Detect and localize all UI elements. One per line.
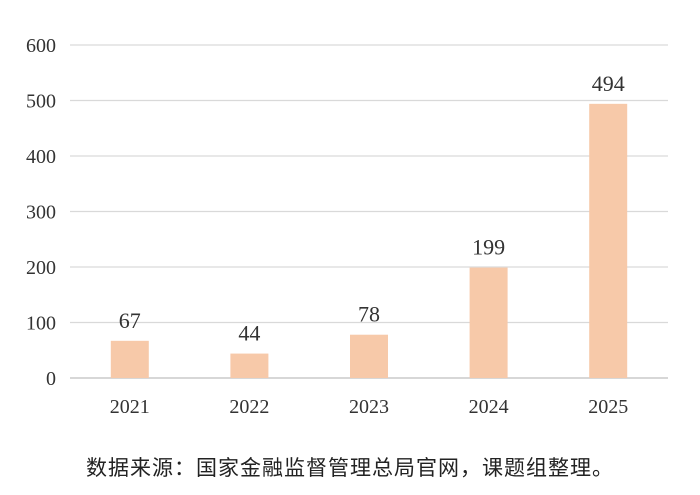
- gridlines: [70, 44, 668, 379]
- data-label-2022: 44: [238, 321, 260, 346]
- x-tick-label-2021: 2021: [110, 396, 150, 418]
- y-tick-label-600: 600: [26, 35, 56, 57]
- data-label-2024: 199: [472, 235, 505, 260]
- x-axis-ticks: 2021 2022 2023 2024 2025: [110, 396, 628, 418]
- bar-2021: [110, 340, 149, 378]
- source-note: 数据来源：国家金融监督管理总局官网，课题组整理。: [86, 456, 614, 480]
- bar-2025: [589, 103, 628, 378]
- bar-2024: [469, 267, 508, 378]
- x-tick-label-2025: 2025: [588, 396, 628, 418]
- y-tick-label-400: 400: [26, 146, 56, 168]
- y-tick-label-300: 300: [26, 202, 56, 224]
- data-labels: 67 44 78 199 494: [119, 71, 625, 346]
- x-tick-label-2022: 2022: [229, 396, 269, 418]
- data-label-2025: 494: [592, 71, 625, 96]
- y-tick-label-200: 200: [26, 257, 56, 279]
- y-tick-label-500: 500: [26, 91, 56, 113]
- y-axis-ticks: 0 100 200 300 400 500 600: [26, 35, 56, 390]
- bar-2022: [230, 353, 269, 378]
- data-label-2021: 67: [119, 308, 141, 333]
- bar-2023: [350, 334, 388, 378]
- x-tick-label-2023: 2023: [349, 396, 389, 418]
- x-tick-label-2024: 2024: [469, 396, 509, 418]
- y-tick-label-0: 0: [46, 368, 56, 390]
- y-tick-label-100: 100: [26, 313, 56, 335]
- bars: [110, 103, 628, 378]
- data-label-2023: 78: [358, 302, 380, 327]
